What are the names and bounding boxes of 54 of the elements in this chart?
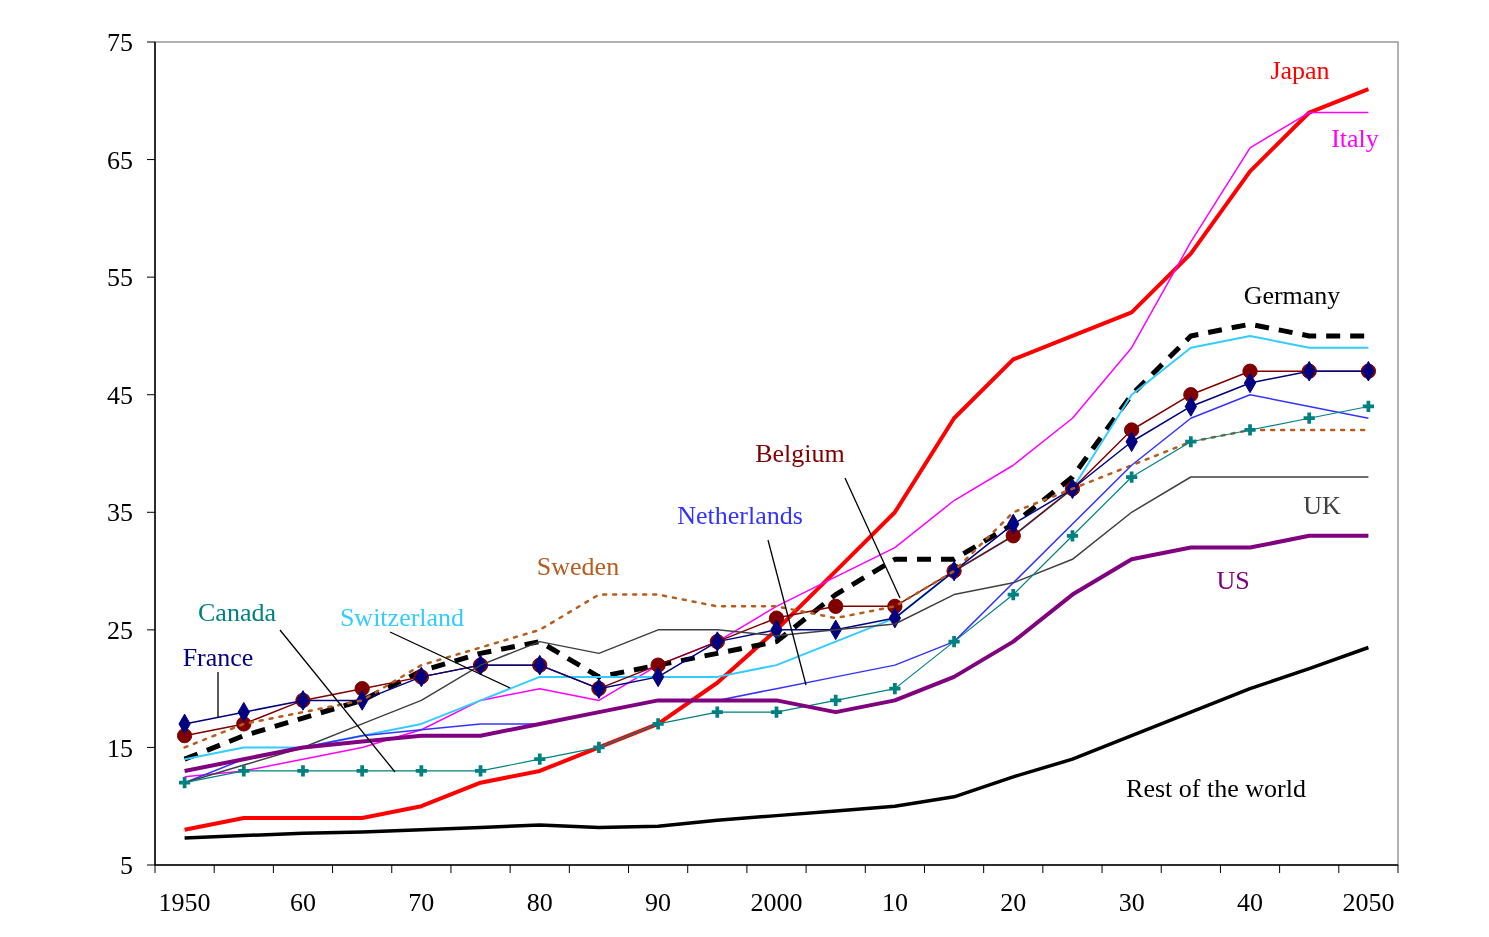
x-tick-label: 1950 bbox=[158, 888, 211, 917]
x-tick-label: 40 bbox=[1237, 888, 1264, 917]
y-tick-label: 65 bbox=[107, 145, 133, 175]
series-label: Germany bbox=[1243, 281, 1341, 311]
point bbox=[1185, 436, 1197, 448]
series-label: Sweden bbox=[536, 552, 620, 582]
point bbox=[711, 706, 723, 718]
y-tick-label: 75 bbox=[107, 28, 133, 58]
point bbox=[474, 765, 487, 777]
point bbox=[534, 753, 546, 765]
point bbox=[889, 683, 901, 695]
point bbox=[238, 765, 250, 777]
y-tick-label: 5 bbox=[120, 851, 133, 881]
x-tick-label: 60 bbox=[289, 888, 316, 917]
line-series bbox=[182, 533, 1371, 773]
line-series bbox=[182, 645, 1371, 840]
point bbox=[415, 765, 427, 777]
text: Netherlands bbox=[677, 501, 803, 531]
text: Belgium bbox=[755, 439, 845, 469]
y-tick-label: 45 bbox=[107, 380, 133, 410]
text: Switzerland bbox=[339, 603, 465, 633]
y-tick-label: 35 bbox=[107, 498, 133, 528]
point bbox=[1007, 588, 1019, 601]
point bbox=[178, 777, 191, 789]
x-tick-label: 70 bbox=[408, 888, 435, 917]
point bbox=[652, 718, 664, 730]
point bbox=[770, 706, 783, 718]
point bbox=[1126, 471, 1138, 483]
x-tick-label: 30 bbox=[1118, 888, 1145, 917]
point bbox=[356, 765, 368, 777]
series-label: UK bbox=[1303, 491, 1341, 521]
series-label: France bbox=[182, 643, 254, 673]
series-label: US bbox=[1216, 566, 1250, 596]
series-label: Italy bbox=[1331, 124, 1379, 154]
series-label: Rest of the world bbox=[1126, 774, 1306, 804]
point bbox=[948, 636, 960, 648]
point bbox=[830, 694, 842, 707]
x-tick-label: 2050 bbox=[1342, 888, 1395, 917]
x-tick-label: 90 bbox=[645, 888, 672, 917]
x-tick-label: 80 bbox=[526, 888, 553, 917]
point bbox=[297, 765, 309, 777]
x-tick-label: 20 bbox=[1000, 888, 1027, 917]
point bbox=[828, 598, 844, 614]
y-tick-label: 15 bbox=[107, 733, 133, 763]
y-tick-label: 25 bbox=[107, 615, 133, 645]
x-tick-label: 10 bbox=[881, 888, 908, 917]
point bbox=[1066, 530, 1079, 542]
text: Canada bbox=[198, 598, 277, 628]
y-tick-label: 55 bbox=[107, 263, 133, 293]
series-label: Japan bbox=[1270, 56, 1330, 86]
point bbox=[1303, 412, 1315, 424]
point bbox=[593, 741, 605, 754]
point bbox=[1244, 424, 1256, 436]
x-tick-label: 2000 bbox=[750, 888, 803, 917]
